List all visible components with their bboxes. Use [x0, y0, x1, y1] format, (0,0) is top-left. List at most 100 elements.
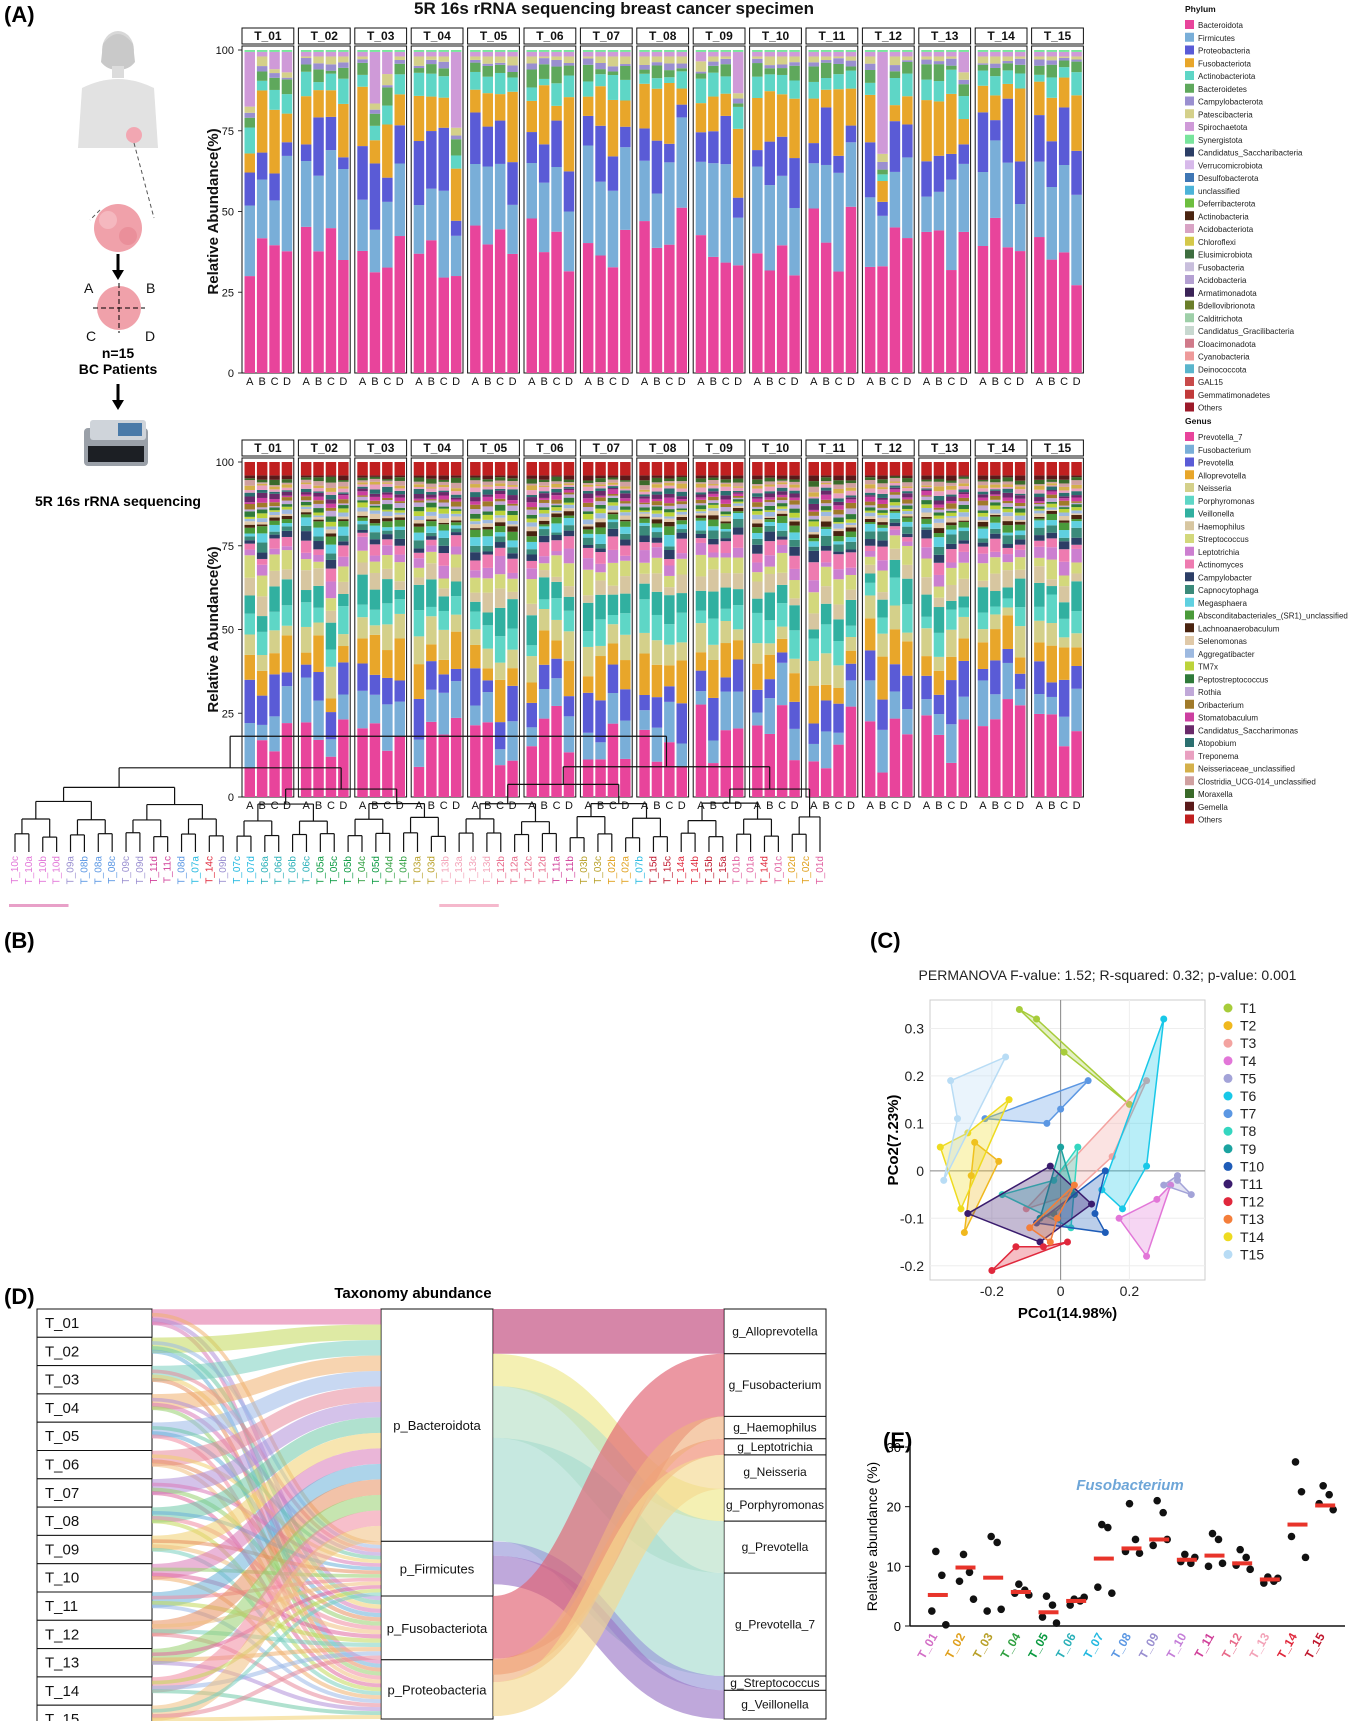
bar-segment	[394, 517, 405, 520]
bar-segment	[281, 605, 293, 626]
bar-segment	[426, 240, 437, 373]
bar-segment	[833, 498, 844, 502]
bar-segment	[977, 485, 989, 489]
dendro-leaf-label: T_15a	[718, 856, 729, 885]
bar-segment	[450, 513, 462, 517]
bar-segment	[563, 525, 575, 531]
sample-dot	[1159, 1508, 1167, 1517]
bar-segment	[833, 554, 844, 570]
bar-segment	[325, 553, 337, 560]
bar-segment	[732, 534, 744, 548]
bar-segment	[438, 578, 449, 589]
bar-segment	[1002, 51, 1013, 57]
bar-segment	[281, 495, 293, 498]
bar-segment	[695, 475, 707, 479]
bar-segment	[538, 509, 550, 514]
legend-swatch	[1223, 1232, 1233, 1242]
bar-segment	[1014, 493, 1026, 496]
bar-segment	[752, 488, 763, 494]
bar-segment	[507, 540, 518, 548]
sample-point	[1026, 1224, 1034, 1232]
bar-segment	[708, 644, 719, 660]
bar-segment	[413, 698, 425, 740]
bar-segment	[833, 703, 844, 733]
legend-swatch	[1223, 1073, 1233, 1083]
bar-segment	[946, 522, 957, 526]
dendro-leaf-label: T_11d	[149, 856, 160, 884]
sample-point	[1074, 1143, 1082, 1151]
bar-segment	[338, 51, 349, 57]
bar-segment	[820, 107, 832, 165]
bar-segment	[676, 462, 687, 476]
bar-segment	[482, 692, 493, 723]
dendro-leaf-label: T_10a	[24, 856, 35, 885]
facet-header	[692, 27, 746, 45]
bar-segment	[313, 622, 324, 636]
bar-segment	[1058, 516, 1070, 521]
bar-segment	[269, 507, 280, 511]
bar-segment	[369, 539, 381, 545]
bar-segment	[990, 522, 1001, 529]
bar-segment	[833, 522, 844, 524]
bar-segment	[845, 514, 857, 520]
bar-segment	[281, 506, 293, 510]
legend-item: Synergistota	[1198, 136, 1243, 145]
bar-segment	[281, 635, 293, 673]
bar-segment	[833, 523, 844, 529]
bar-segment	[582, 558, 594, 570]
bar-segment	[1002, 532, 1013, 536]
bar-segment	[450, 135, 462, 140]
bar-segment	[369, 50, 381, 52]
bar-segment	[357, 484, 368, 487]
bar-segment	[889, 605, 901, 630]
bar-segment	[664, 482, 675, 486]
bar-segment	[526, 478, 537, 484]
bar-segment	[676, 703, 687, 744]
bar-segment	[1014, 73, 1026, 89]
legend-item: Campylobacter	[1198, 573, 1252, 582]
bar-segment	[845, 519, 857, 523]
bar-segment	[808, 208, 819, 373]
bar-segment	[494, 588, 506, 608]
dendro-leaf-label: T_04c	[357, 856, 368, 884]
bar-segment	[538, 50, 550, 52]
bar-segment	[595, 534, 606, 544]
bar-segment	[482, 501, 493, 507]
bar-segment	[651, 537, 663, 543]
bar-segment	[426, 96, 437, 132]
bar-segment	[820, 475, 832, 478]
bar-segment	[382, 475, 393, 480]
bar-segment	[958, 478, 969, 484]
dendro-leaf-label: T_14b	[690, 856, 701, 885]
bar-segment	[607, 489, 619, 494]
bar-segment	[582, 511, 594, 514]
bar-segment	[325, 50, 337, 52]
bar-segment	[607, 267, 619, 373]
bar-segment	[394, 529, 405, 539]
bar-segment	[902, 238, 913, 373]
bar-segment	[946, 562, 957, 568]
bar-segment	[1058, 67, 1070, 78]
bar-segment	[990, 490, 1001, 495]
bar-segment	[720, 503, 731, 508]
bar-segment	[664, 565, 675, 576]
legend-swatch	[1185, 444, 1194, 454]
bar-segment	[313, 508, 324, 513]
bar-segment	[526, 475, 537, 479]
bar-segment	[695, 511, 707, 514]
bar-segment	[864, 50, 876, 52]
legend-swatch	[1185, 750, 1194, 760]
bar-segment	[732, 482, 744, 487]
bar-segment	[413, 552, 425, 559]
bar-segment	[426, 545, 437, 552]
bar-segment	[438, 481, 449, 485]
bar-segment	[921, 489, 932, 491]
facet-header	[974, 439, 1028, 457]
bar-segment	[620, 503, 631, 507]
bar-segment	[676, 488, 687, 492]
bar-segment	[946, 69, 957, 94]
panel-label-e: (E)	[883, 1428, 912, 1453]
bar-segment	[413, 498, 425, 501]
bar-segment	[526, 531, 537, 537]
